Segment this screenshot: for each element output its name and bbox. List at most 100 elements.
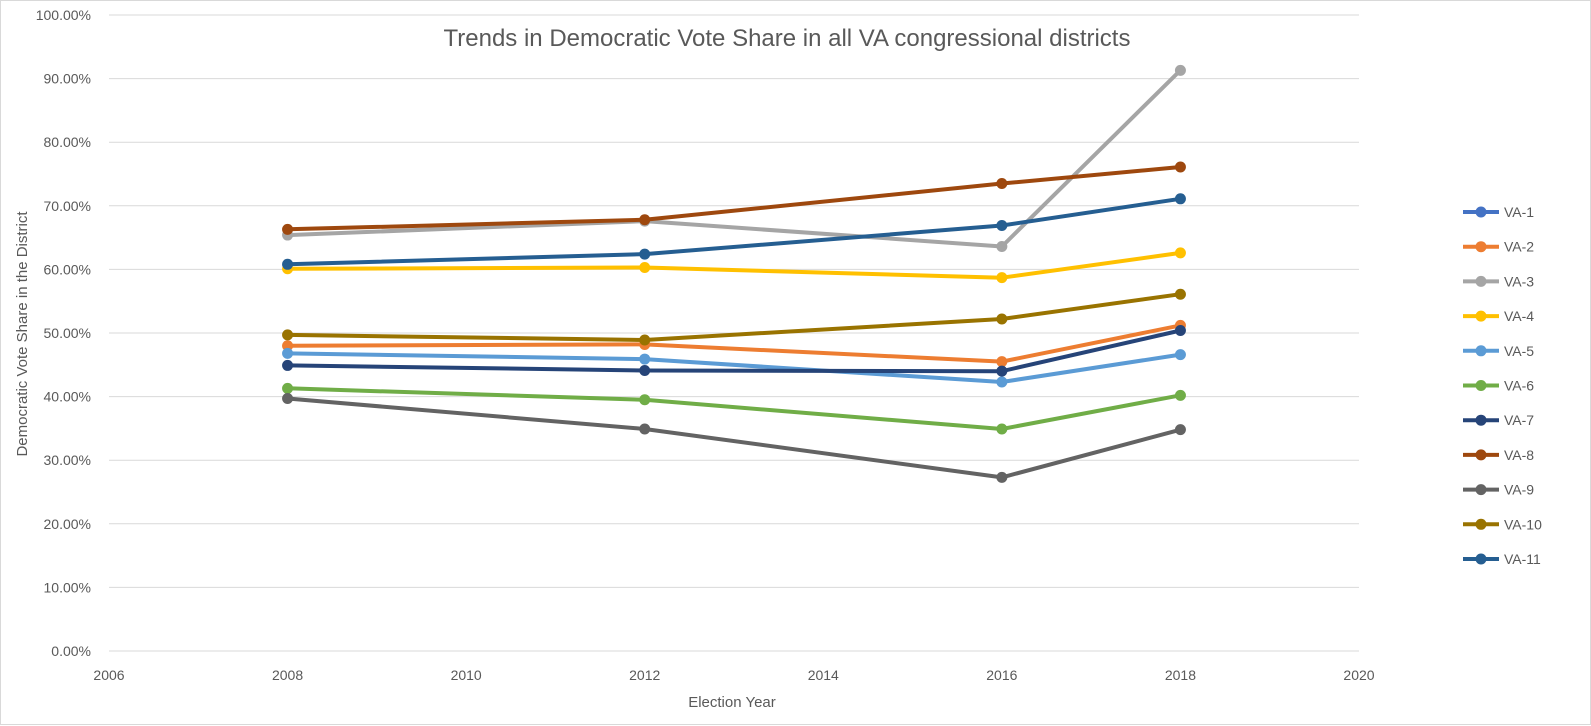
series-va-8 bbox=[282, 161, 1186, 235]
data-point bbox=[639, 423, 651, 435]
data-point bbox=[1174, 324, 1186, 336]
data-point bbox=[1174, 389, 1186, 401]
data-point bbox=[996, 272, 1008, 284]
series-line bbox=[285, 196, 1183, 267]
x-axis-label: Election Year bbox=[688, 694, 776, 711]
y-axis-ticks: 0.00% 10.00% 20.00% 30.00% 40.00% 50.00% 60.00… bbox=[36, 7, 91, 659]
data-point bbox=[996, 376, 1008, 388]
x-tick-label: 2008 bbox=[272, 667, 303, 683]
y-tick-label: 70.00% bbox=[44, 198, 91, 214]
data-point bbox=[282, 340, 294, 352]
series-line bbox=[285, 328, 1183, 374]
legend-label: VA-11 bbox=[1504, 551, 1541, 567]
legend-item: VA-8 bbox=[1463, 447, 1534, 463]
series-line bbox=[285, 396, 1183, 480]
data-point bbox=[282, 347, 294, 359]
data-point bbox=[639, 261, 651, 273]
legend-label: VA-3 bbox=[1504, 273, 1534, 289]
legend-item: VA-10 bbox=[1463, 516, 1542, 532]
data-point bbox=[639, 394, 651, 406]
y-tick-label: 50.00% bbox=[44, 325, 91, 341]
series-va-6 bbox=[282, 382, 1186, 435]
data-point bbox=[1174, 288, 1186, 300]
y-tick-label: 80.00% bbox=[44, 134, 91, 150]
data-point bbox=[996, 241, 1008, 253]
legend-swatch-marker bbox=[1475, 518, 1487, 530]
legend-label: VA-5 bbox=[1504, 343, 1534, 359]
legend-label: VA-10 bbox=[1504, 516, 1542, 532]
data-point bbox=[996, 356, 1008, 368]
data-point bbox=[282, 359, 294, 371]
series-va-9 bbox=[282, 393, 1186, 483]
legend: VA-1 VA-2 VA-3 VA-4 VA-5 VA-6 VA-7 VA-8 VA-9 VA-1… bbox=[1463, 204, 1542, 567]
data-point bbox=[1174, 424, 1186, 436]
legend-item: VA-1 bbox=[1463, 204, 1534, 220]
data-point bbox=[1174, 193, 1186, 205]
x-tick-label: 2018 bbox=[1165, 667, 1196, 683]
x-tick-label: 2006 bbox=[93, 667, 124, 683]
y-tick-label: 90.00% bbox=[44, 71, 91, 87]
data-point bbox=[996, 313, 1008, 325]
legend-swatch-marker bbox=[1475, 380, 1487, 391]
data-point bbox=[1174, 349, 1186, 361]
data-point bbox=[639, 334, 651, 346]
legend-swatch-marker bbox=[1475, 449, 1487, 461]
data-point bbox=[282, 223, 294, 235]
data-point bbox=[282, 382, 294, 394]
series-va-10 bbox=[282, 288, 1186, 346]
legend-label: VA-7 bbox=[1504, 412, 1534, 428]
x-axis-ticks: 2006 2008 2010 2012 2014 2016 2018 2020 bbox=[93, 667, 1374, 683]
series-va-11 bbox=[282, 193, 1186, 270]
y-tick-label: 0.00% bbox=[51, 643, 91, 659]
legend-item: VA-6 bbox=[1463, 378, 1534, 394]
series-line bbox=[285, 323, 1183, 364]
x-tick-label: 2020 bbox=[1343, 667, 1374, 683]
legend-swatch-marker bbox=[1475, 484, 1487, 496]
legend-item: VA-5 bbox=[1463, 343, 1534, 359]
series-line bbox=[285, 250, 1183, 280]
series-va-7 bbox=[282, 324, 1186, 377]
data-point bbox=[1174, 64, 1186, 76]
chart-title: Trends in Democratic Vote Share in all V… bbox=[444, 25, 1131, 52]
legend-swatch-marker bbox=[1475, 345, 1487, 357]
legend-swatch-marker bbox=[1475, 310, 1487, 322]
x-tick-label: 2012 bbox=[629, 667, 660, 683]
legend-swatch-marker bbox=[1475, 241, 1487, 253]
data-point bbox=[996, 423, 1008, 435]
legend-item: VA-7 bbox=[1463, 412, 1534, 428]
x-tick-label: 2014 bbox=[808, 667, 839, 683]
data-point bbox=[282, 329, 294, 341]
data-point bbox=[282, 393, 294, 405]
legend-item: VA-4 bbox=[1463, 308, 1534, 324]
y-tick-label: 100.00% bbox=[36, 7, 91, 23]
x-tick-label: 2010 bbox=[451, 667, 482, 683]
legend-item: VA-3 bbox=[1463, 273, 1534, 289]
y-tick-label: 20.00% bbox=[44, 516, 91, 532]
legend-swatch-marker bbox=[1475, 206, 1487, 218]
data-point bbox=[639, 365, 651, 377]
data-point bbox=[1174, 247, 1186, 259]
series-lines bbox=[282, 64, 1186, 483]
y-tick-label: 60.00% bbox=[44, 261, 91, 277]
legend-item: VA-11 bbox=[1463, 551, 1541, 567]
y-axis-label: Democratic Vote Share in the District bbox=[14, 211, 31, 457]
series-line bbox=[285, 386, 1183, 431]
legend-label: VA-8 bbox=[1504, 447, 1534, 463]
data-point bbox=[639, 248, 651, 260]
data-point bbox=[996, 220, 1008, 232]
legend-swatch-marker bbox=[1475, 553, 1487, 565]
series-line bbox=[285, 165, 1183, 232]
legend-label: VA-2 bbox=[1504, 239, 1534, 255]
data-point bbox=[996, 365, 1008, 377]
legend-item: VA-2 bbox=[1463, 239, 1534, 255]
legend-label: VA-4 bbox=[1504, 308, 1534, 324]
y-tick-label: 30.00% bbox=[44, 452, 91, 468]
data-point bbox=[1174, 161, 1186, 173]
data-point bbox=[996, 471, 1008, 483]
series-line bbox=[285, 292, 1183, 342]
y-tick-label: 10.00% bbox=[44, 579, 91, 595]
data-point bbox=[996, 178, 1008, 190]
y-tick-label: 40.00% bbox=[44, 389, 91, 405]
